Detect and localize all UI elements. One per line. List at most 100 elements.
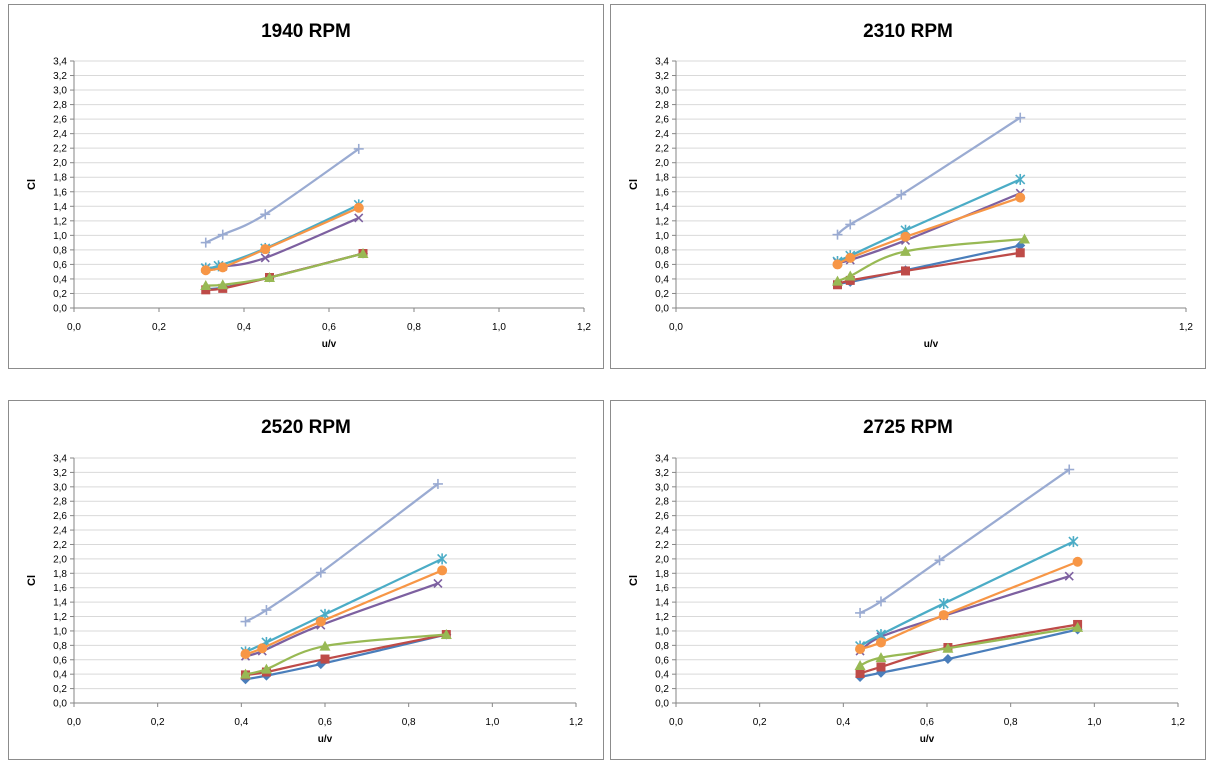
series-7 — [832, 112, 1026, 240]
chart-panel-2725: 2725 RPM 0,0 0,2 0,4 0,6 0,8 1,0 1,2 1,4 1,6 1,8 2… — [610, 400, 1206, 760]
chart-panel-2520: 2520 RPM 0,0 0,2 0,4 0,6 0,8 1,0 1,2 1,4 1,6 1,8 2… — [8, 400, 604, 760]
series-line — [205, 206, 360, 272]
y-tick-label: 1,2 — [53, 216, 67, 227]
data-point — [876, 662, 886, 672]
y-tick-label: 1,0 — [53, 231, 67, 242]
y-tick-label: 1,8 — [53, 173, 67, 184]
y-tick-label: 3,4 — [655, 57, 669, 68]
y-tick-label: 3,2 — [655, 71, 669, 82]
data-point — [938, 598, 949, 610]
data-point — [217, 229, 228, 240]
data-point — [896, 189, 907, 200]
series-line — [245, 569, 443, 656]
x-axis-label: u/v — [318, 734, 333, 745]
series-line — [859, 623, 1078, 675]
y-axis: 0,0 0,2 0,4 0,6 0,8 1,0 1,2 1,4 1,6 1,8 2,0 2,2 2,4 2… — [53, 454, 74, 710]
data-point — [354, 213, 364, 223]
y-tick-label: 2,6 — [53, 115, 67, 126]
x-tick-label: 0,0 — [67, 322, 81, 333]
x-tick-label: 0,8 — [402, 717, 416, 728]
gridlines — [676, 457, 1178, 704]
y-tick-label: 0,2 — [655, 684, 669, 695]
data-point — [257, 643, 268, 654]
series-7 — [855, 464, 1075, 618]
series-2 — [855, 619, 1083, 678]
series-6 — [855, 556, 1083, 654]
data-point — [1072, 556, 1083, 567]
data-point — [200, 237, 211, 248]
series-line — [205, 203, 360, 270]
series-3 — [240, 629, 452, 679]
x-tick-label: 0,8 — [407, 322, 421, 333]
y-tick-label: 2,8 — [655, 497, 669, 508]
y-axis-label: Cl — [26, 179, 38, 190]
y-tick-label: 0,0 — [655, 304, 669, 315]
y-tick-label: 2,4 — [655, 526, 669, 537]
y-tick-label: 3,2 — [655, 468, 669, 479]
chart-panel-2310: 2310 RPM 0,0 0,2 0,4 0,6 0,8 1,0 1,2 1,4 1,6 1,8 2… — [610, 4, 1206, 369]
y-tick-label: 1,4 — [53, 202, 67, 213]
data-point — [938, 610, 949, 621]
x-tick-label: 0,4 — [234, 717, 248, 728]
series-line — [837, 178, 1021, 263]
y-tick-label: 0,2 — [53, 684, 67, 695]
y-tick-label: 1,6 — [655, 583, 669, 594]
x-axis: 0,0 0,2 0,4 0,6 0,8 1,0 1,2 — [67, 703, 583, 728]
series-line — [859, 628, 1078, 679]
data-point — [240, 649, 251, 659]
data-point — [437, 553, 448, 565]
y-tick-label: 1,0 — [53, 626, 67, 637]
series-6 — [200, 202, 364, 276]
y-tick-label: 2,4 — [53, 526, 67, 537]
data-point — [320, 654, 330, 664]
data-point — [315, 567, 326, 578]
y-tick-label: 0,8 — [53, 245, 67, 256]
y-tick-label: 2,4 — [53, 129, 67, 140]
data-point — [900, 245, 911, 256]
data-point — [1064, 464, 1075, 475]
y-axis: 0,0 0,2 0,4 0,6 0,8 1,0 1,2 1,4 1,6 1,8 2,0 2,2 2,4 2… — [53, 57, 74, 315]
y-tick-label: 0,8 — [655, 641, 669, 652]
y-tick-label: 0,0 — [53, 304, 67, 315]
chart-plot: 0,0 0,2 0,4 0,6 0,8 1,0 1,2 1,4 1,6 1,8 2,0 2,2 2,4 2… — [26, 454, 583, 746]
y-axis-label: Cl — [26, 575, 38, 586]
data-point — [432, 478, 443, 489]
gridlines — [676, 60, 1186, 309]
x-tick-label: 1,2 — [569, 717, 583, 728]
x-tick-label: 0,0 — [67, 717, 81, 728]
y-tick-label: 3,0 — [53, 86, 67, 97]
series-line — [245, 633, 447, 681]
data-point — [240, 668, 252, 679]
x-tick-label: 1,2 — [1179, 322, 1193, 333]
series-4 — [855, 571, 1074, 656]
x-axis-label: u/v — [920, 734, 935, 745]
series-line — [205, 147, 360, 244]
y-tick-label: 2,0 — [53, 554, 67, 565]
data-point — [900, 231, 911, 242]
y-tick-label: 2,4 — [655, 129, 669, 140]
series-line — [859, 560, 1079, 651]
series-6 — [240, 565, 448, 659]
data-point — [934, 555, 945, 566]
y-tick-label: 0,4 — [53, 274, 67, 285]
y-tick-label: 2,8 — [53, 497, 67, 508]
y-tick-label: 1,6 — [655, 187, 669, 198]
y-tick-label: 3,4 — [53, 454, 67, 465]
chart-plot: 0,0 0,2 0,4 0,6 0,8 1,0 1,2 1,4 1,6 1,8 2,0 2,2 2,4 2… — [628, 57, 1193, 351]
y-axis: 0,0 0,2 0,4 0,6 0,8 1,0 1,2 1,4 1,6 1,8 2,0 2,2 2,4 2… — [655, 454, 676, 710]
series-3 — [200, 248, 369, 290]
series-line — [205, 252, 364, 287]
data-point — [855, 643, 866, 654]
y-tick-label: 3,0 — [53, 482, 67, 493]
x-tick-label: 0,4 — [237, 322, 251, 333]
y-tick-label: 2,8 — [655, 100, 669, 111]
data-point — [264, 271, 275, 282]
y-tick-label: 0,8 — [655, 245, 669, 256]
data-point — [315, 616, 326, 627]
y-tick-label: 3,0 — [655, 482, 669, 493]
y-tick-label: 1,8 — [53, 569, 67, 580]
series-1 — [240, 629, 452, 685]
data-point — [260, 663, 272, 674]
y-tick-label: 2,0 — [53, 158, 67, 169]
data-point — [440, 629, 452, 640]
